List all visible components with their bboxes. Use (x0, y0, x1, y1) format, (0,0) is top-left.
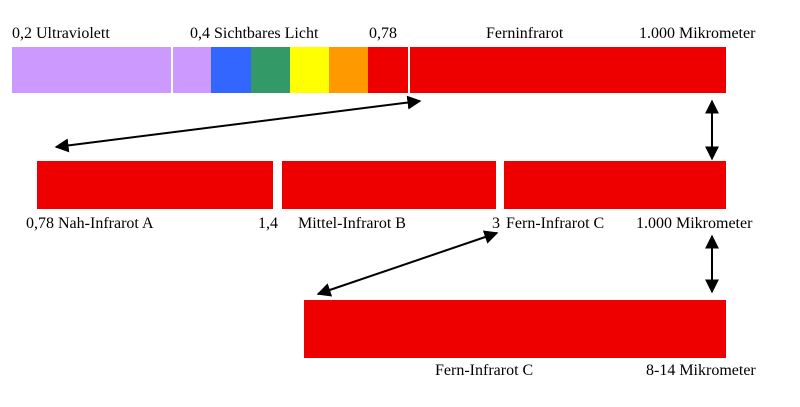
block-far-infrared-c (504, 161, 726, 209)
label-mittel-infrarot-b: Mittel-Infrarot B (298, 215, 406, 232)
label-3: 3 (492, 215, 500, 232)
band-green (251, 47, 290, 93)
zoom-arrow-top (54, 95, 422, 153)
band-ultraviolet (12, 47, 171, 93)
band-infrared (410, 47, 726, 93)
label-visible-light: 0,4 Sichtbares Licht (190, 25, 319, 42)
band-red (368, 47, 408, 93)
label-ferninfrarot: Ferninfrarot (486, 25, 564, 42)
band-blue (211, 47, 251, 93)
band-orange (329, 47, 368, 93)
label-fern-infrarot-c: Fern-Infrarot C (506, 215, 605, 232)
block-mid-infrared-b (282, 161, 496, 209)
band-yellow (290, 47, 329, 93)
label-nah-infrarot-a: 0,78 Nah-Infrarot A (26, 215, 154, 232)
band-violet (173, 47, 211, 93)
label-078: 0,78 (369, 25, 397, 42)
label-8-14-mikrometer: 8-14 Mikrometer (646, 362, 756, 379)
label-middle-end: 1.000 Mikrometer (636, 215, 753, 232)
zoom-arrow-bottom (316, 230, 499, 297)
block-far-infrared-c-detail (304, 300, 726, 358)
label-fern-infrarot-c-bottom: Fern-Infrarot C (435, 362, 534, 379)
label-top-end: 1.000 Mikrometer (639, 25, 756, 42)
label-ultraviolet: 0,2 Ultraviolett (12, 25, 110, 42)
block-near-infrared-a (37, 161, 273, 209)
label-14: 1,4 (258, 215, 278, 232)
